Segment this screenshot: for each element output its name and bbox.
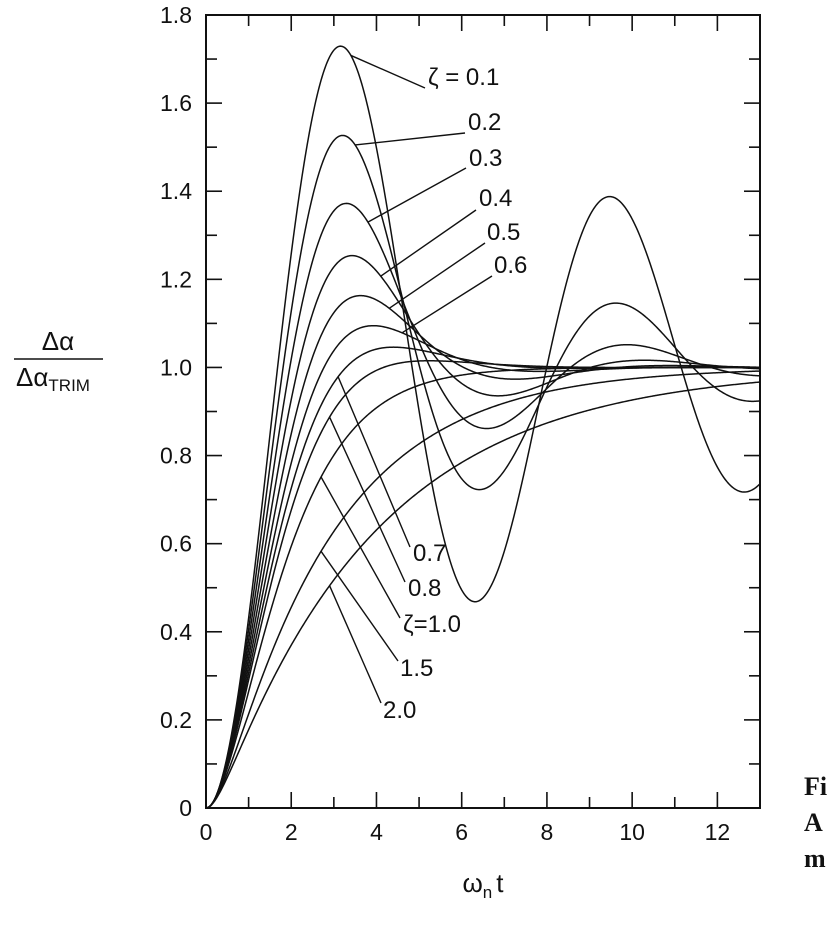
y-tick-label: 1.8 [160, 2, 192, 28]
series-line-5 [206, 324, 760, 808]
curve-leader-line [337, 376, 411, 548]
y-tick-label: 0.6 [160, 531, 192, 557]
side-note-line-2: A [804, 808, 823, 837]
x-tick-label: 0 [200, 819, 213, 845]
curve-leader-line [380, 209, 477, 277]
series-line-3 [206, 254, 760, 808]
series-line-10 [206, 381, 760, 808]
x-tick-label: 12 [705, 819, 731, 845]
y-tick-label: 0.8 [160, 443, 192, 469]
y-tick-label: 0.2 [160, 707, 192, 733]
x-axis-label: ωn t [462, 868, 504, 902]
series-line-0 [206, 45, 760, 808]
curve-leader-line [350, 54, 426, 89]
x-tick-label: 2 [285, 819, 298, 845]
curve-label: 0.3 [469, 145, 502, 172]
side-note-line-3: m [804, 844, 826, 873]
curve-label: 0.2 [468, 109, 501, 136]
curve-leader-line [320, 550, 399, 662]
x-tick-label: 4 [370, 819, 383, 845]
y-tick-label: 1.0 [160, 354, 192, 380]
series-line-2 [206, 202, 760, 808]
curve-label: 0.8 [408, 575, 441, 602]
curve-label: ζ = 0.1 [428, 64, 499, 91]
curve-leader-line [355, 132, 466, 146]
series-line-8 [206, 366, 760, 808]
x-tick-label: 6 [455, 819, 468, 845]
y-tick-label: 1.6 [160, 90, 192, 116]
x-tick-label: 10 [619, 819, 645, 845]
curve-label: ζ=1.0 [403, 611, 461, 638]
curve-label: 0.5 [487, 219, 520, 246]
curve-label: 0.4 [479, 185, 512, 212]
curve-leader-line [328, 416, 406, 583]
series-line-6 [206, 346, 760, 808]
y-tick-label: 1.2 [160, 266, 192, 292]
curve-leader-line [328, 585, 382, 704]
x-tick-label: 8 [541, 819, 554, 845]
curve-leader-line [401, 275, 493, 334]
curve-label: 1.5 [400, 655, 433, 682]
series-line-1 [206, 134, 760, 808]
y-tick-label: 1.4 [160, 178, 192, 204]
curve-label: 0.6 [494, 252, 527, 279]
side-note-line-1: Fi [804, 772, 828, 801]
y-tick-label: 0.4 [160, 619, 192, 645]
curve-label: 2.0 [383, 697, 416, 724]
y-tick-label: 0 [179, 795, 192, 821]
y-axis-label-denominator: ΔαTRIM [16, 362, 90, 395]
series-line-4 [206, 294, 760, 808]
curve-leader-line [388, 242, 486, 309]
curve-label: 0.7 [413, 540, 446, 567]
series-line-9 [206, 370, 760, 808]
curve-leader-line [367, 167, 467, 223]
curve-leader-line [320, 476, 401, 619]
y-axis-label-numerator: Δα [42, 326, 74, 356]
